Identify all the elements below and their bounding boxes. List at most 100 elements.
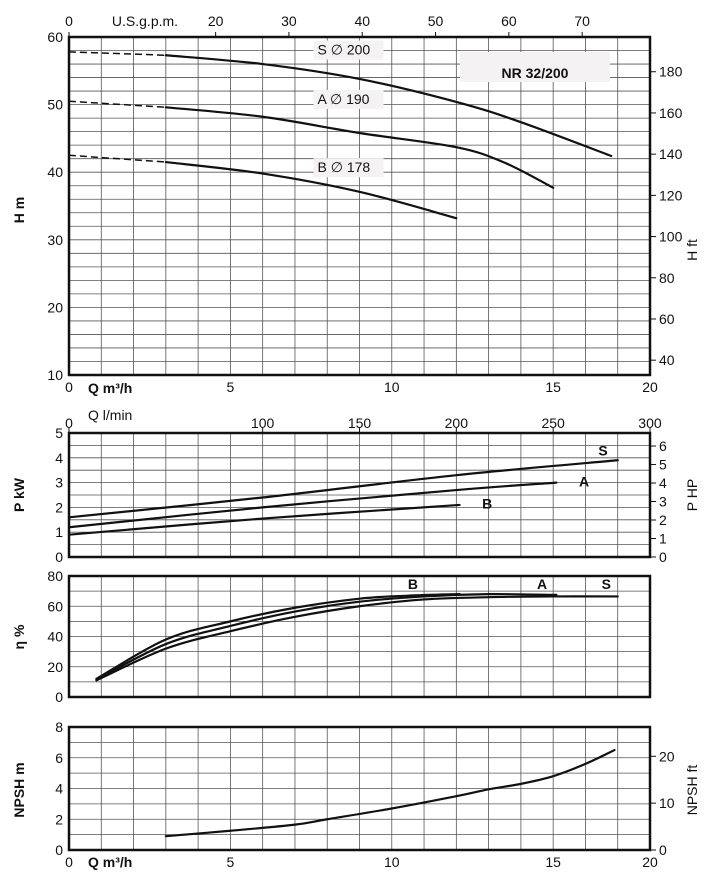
efficiency-curve-B — [95, 593, 461, 680]
y-tick-label: 30 — [47, 232, 63, 248]
curve-S-dashed — [68, 51, 166, 57]
efficiency-label-B: B — [408, 576, 418, 592]
power-curve-S — [67, 459, 619, 519]
y-tick-label: 1 — [55, 524, 63, 540]
y-right-axis-label: H ft — [684, 239, 700, 261]
npsh-curve — [164, 748, 616, 838]
x-top-tick-label: 200 — [445, 415, 469, 431]
curve-label-S: S ∅ 200 — [318, 42, 371, 58]
x-top-tick-label: 50 — [428, 13, 444, 29]
y-tick-label: 20 — [47, 659, 63, 675]
y-tick-label: 60 — [47, 29, 63, 45]
x-top-axis-label: Q l/min — [88, 407, 132, 423]
y-tick-label: 60 — [47, 598, 63, 614]
y-tick-label: 40 — [47, 629, 63, 645]
y-tick-label: 5 — [55, 425, 63, 441]
y-right-tick-label: 1 — [659, 531, 667, 547]
y-tick-label: 2 — [55, 811, 63, 827]
y-tick-label: 8 — [55, 719, 63, 735]
curve-label-B: B ∅ 178 — [318, 159, 371, 175]
y-right-tick-label: 160 — [659, 105, 683, 121]
curve-label-bg — [313, 40, 384, 60]
x-top-tick-label: 60 — [501, 13, 517, 29]
y-axis-label: NPSH m — [11, 762, 27, 817]
x-axis-label: Q m³/h — [88, 854, 132, 870]
x-tick-label: 20 — [642, 854, 658, 870]
x-tick-label: 10 — [384, 379, 400, 395]
y-right-tick-label: 0 — [659, 549, 667, 565]
y-right-tick-label: 3 — [659, 494, 667, 510]
y-right-tick-label: 100 — [659, 229, 683, 245]
x-tick-label: 15 — [545, 379, 561, 395]
power-curve-B — [67, 503, 461, 536]
y-right-tick-label: 4 — [659, 475, 667, 491]
power-label-A: A — [579, 473, 589, 489]
y-right-tick-label: 140 — [659, 146, 683, 162]
y-right-tick-label: 40 — [659, 352, 675, 368]
y-axis-label: H m — [11, 197, 27, 223]
x-tick-label: 5 — [226, 854, 234, 870]
efficiency-label-S: S — [602, 576, 611, 592]
x-top-tick-label: 300 — [638, 415, 662, 431]
y-tick-label: 0 — [55, 842, 63, 858]
curve-A-dashed — [68, 100, 166, 109]
y-right-tick-label: 180 — [659, 64, 683, 80]
y-right-tick-label: 2 — [659, 512, 667, 528]
y-axis-label: η % — [11, 624, 27, 649]
efficiency-curve-A — [95, 593, 558, 681]
curve-S — [164, 54, 613, 158]
y-right-tick-label: 120 — [659, 187, 683, 203]
y-tick-label: 80 — [47, 568, 63, 584]
curve-B-dashed — [68, 154, 166, 163]
x-tick-label: 15 — [545, 854, 561, 870]
x-tick-label: 10 — [384, 854, 400, 870]
y-right-tick-label: 6 — [659, 438, 667, 454]
x-tick-label: 0 — [65, 379, 73, 395]
y-tick-label: 0 — [55, 549, 63, 565]
title-bg — [460, 52, 610, 82]
x-top-tick-label: 70 — [574, 13, 590, 29]
curve-label-bg — [313, 89, 384, 109]
efficiency-label-A: A — [537, 576, 547, 592]
y-right-tick-label: 60 — [659, 311, 675, 327]
x-top-tick-label: 250 — [541, 415, 565, 431]
x-axis-label: Q m³/h — [88, 380, 132, 396]
plot-frame — [67, 574, 652, 699]
x-tick-label: 0 — [65, 854, 73, 870]
chart-title: NR 32/200 — [502, 65, 569, 81]
plot-frame — [67, 725, 652, 852]
curve-B — [164, 160, 458, 220]
power-label-S: S — [598, 442, 607, 458]
x-top-tick-label: 0 — [65, 13, 73, 29]
x-tick-label: 20 — [642, 379, 658, 395]
x-top-axis-label: U.S.g.p.m. — [112, 13, 178, 29]
y-tick-label: 20 — [47, 299, 63, 315]
y-right-tick-label: 5 — [659, 457, 667, 473]
x-top-tick-label: 40 — [354, 13, 370, 29]
y-tick-label: 6 — [55, 750, 63, 766]
x-top-tick-label: 0 — [65, 415, 73, 431]
y-tick-label: 2 — [55, 499, 63, 515]
power-label-B: B — [482, 496, 492, 512]
curve-label-A: A ∅ 190 — [318, 91, 370, 107]
x-top-tick-label: 150 — [348, 415, 372, 431]
y-tick-label: 4 — [55, 450, 63, 466]
y-tick-label: 0 — [55, 689, 63, 705]
x-tick-label: 5 — [226, 379, 234, 395]
x-top-tick-label: 100 — [251, 415, 275, 431]
x-top-tick-label: 30 — [281, 13, 297, 29]
power-curve-A — [67, 481, 558, 529]
y-tick-label: 40 — [47, 164, 63, 180]
curve-label-bg — [313, 158, 384, 178]
y-axis-label: P kW — [11, 477, 27, 512]
x-top-tick-label: 20 — [208, 13, 224, 29]
y-right-axis-label: P HP — [684, 479, 700, 511]
y-right-tick-label: 10 — [659, 795, 675, 811]
y-tick-label: 50 — [47, 97, 63, 113]
plot-frame — [67, 35, 652, 377]
efficiency-curve-S — [95, 595, 619, 682]
y-right-tick-label: 20 — [659, 748, 675, 764]
y-tick-label: 4 — [55, 781, 63, 797]
y-right-axis-label: NPSH ft — [684, 765, 700, 816]
